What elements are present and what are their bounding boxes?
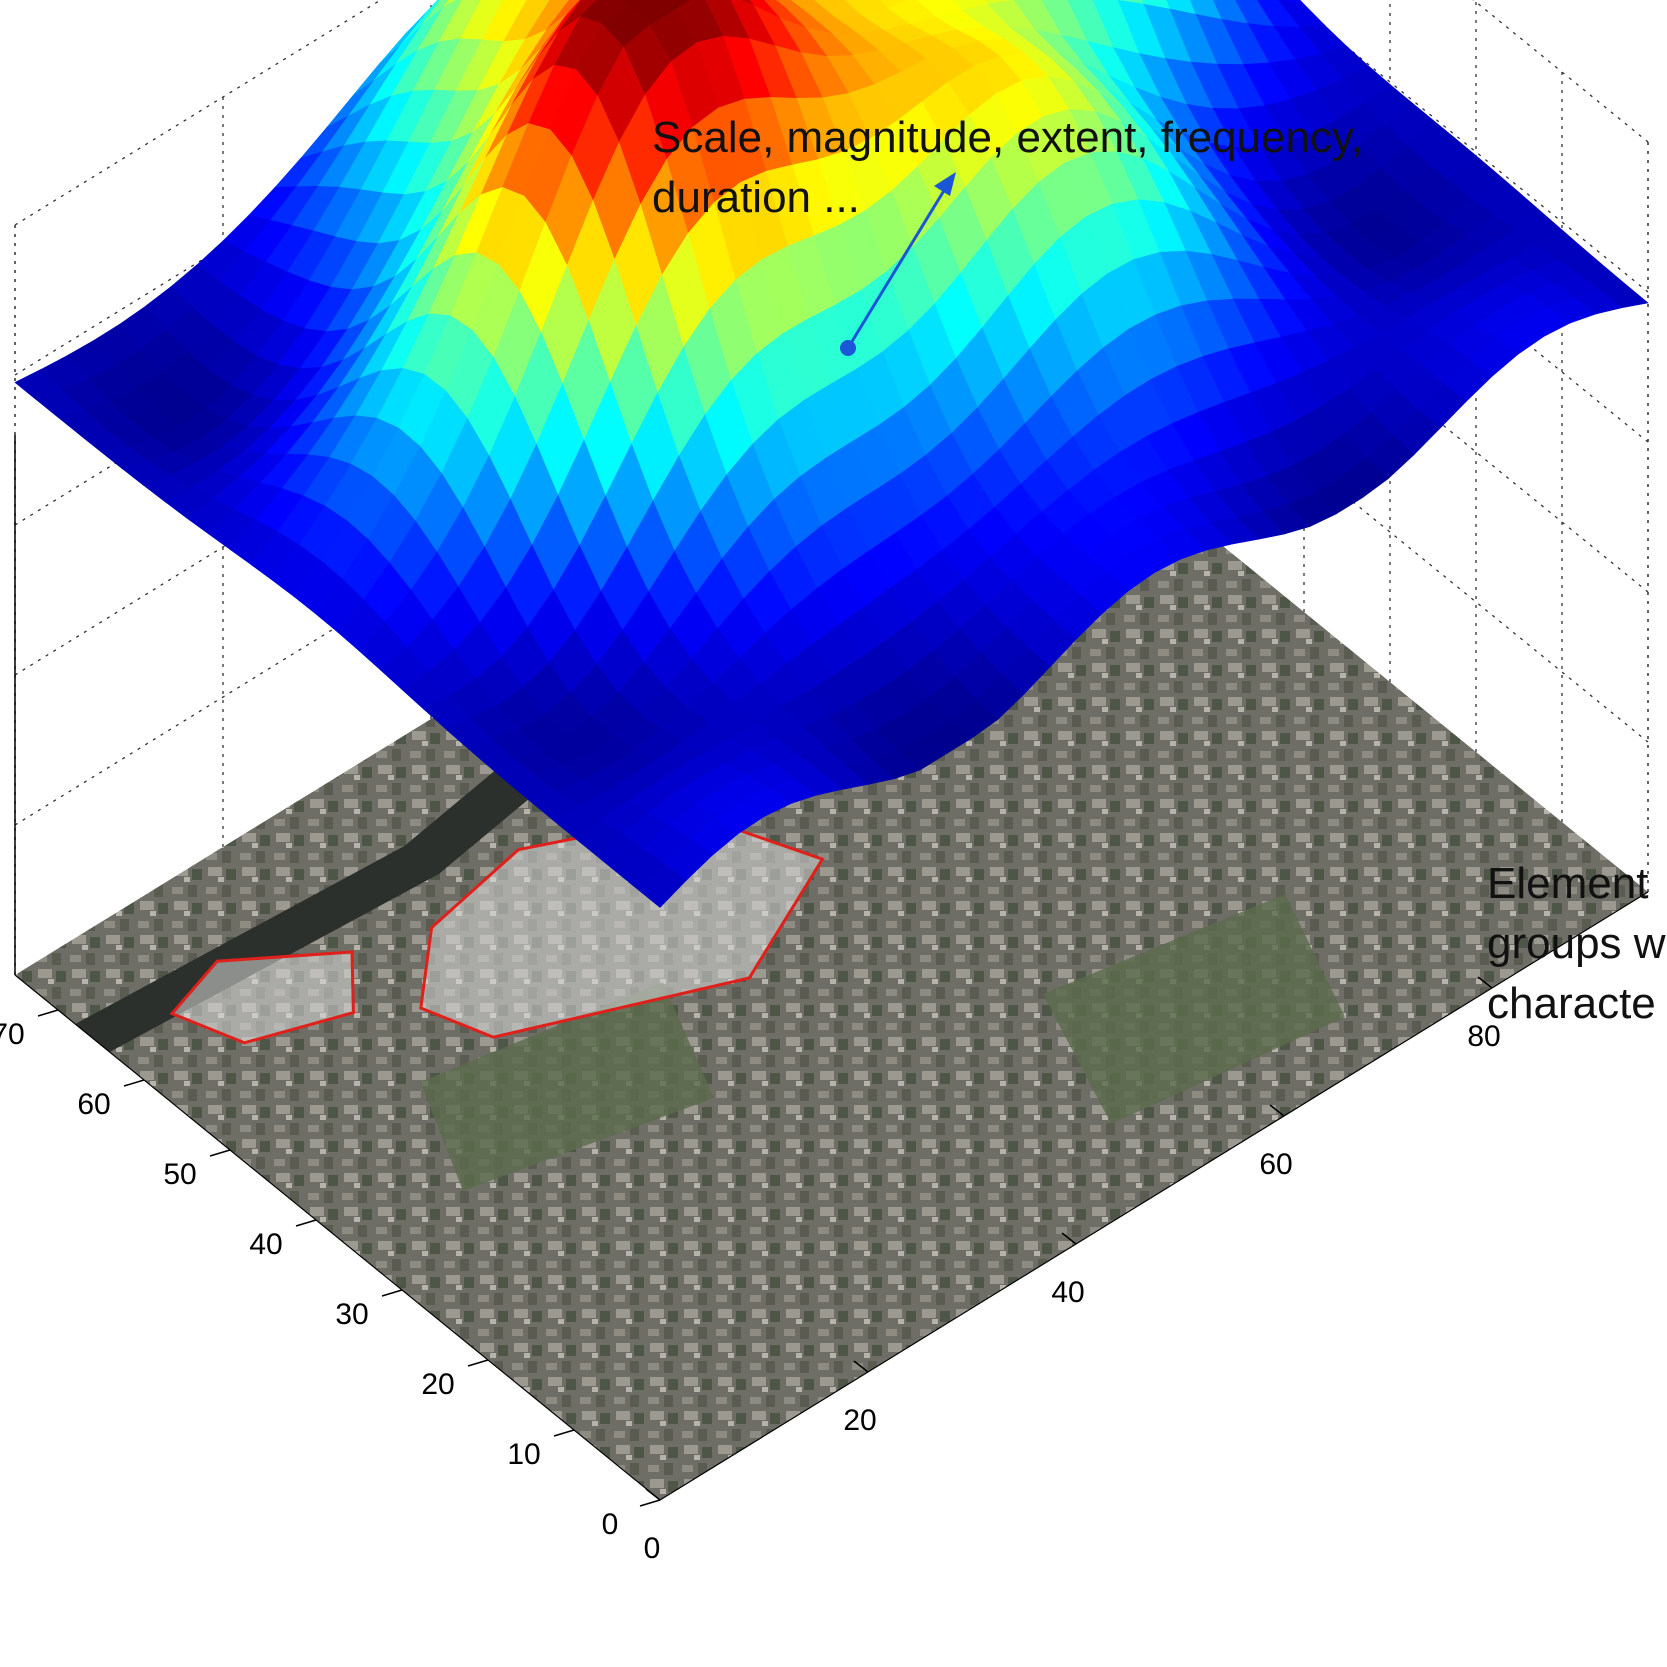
annotation-right-line-3: characte — [1487, 979, 1656, 1028]
y-tick-label: 70 — [0, 1018, 25, 1051]
annotation-right-line-2: groups w — [1487, 919, 1666, 968]
y-tick-label: 60 — [77, 1088, 110, 1121]
y-tick — [295, 1219, 317, 1227]
annotation-right-line-1: Element — [1487, 859, 1648, 908]
y-tick — [37, 1009, 59, 1017]
vegetation-patch — [1042, 894, 1345, 1124]
y-tick — [553, 1429, 575, 1437]
surface-patch — [663, 0, 692, 10]
annotation-top-line-2: duration ... — [652, 173, 860, 222]
surface-mesh — [14, 0, 1649, 908]
y-tick — [123, 1079, 145, 1087]
surface-patch — [638, 863, 687, 908]
annotation-top: Scale, magnitude, extent, frequency, dur… — [652, 113, 1363, 356]
y-axis-line — [14, 974, 661, 1501]
x-tick — [1477, 976, 1493, 989]
x-tick-label: 0 — [644, 1532, 661, 1565]
axis-ticks: 0 20 40 60 80 0 10 20 30 40 50 60 70 — [0, 891, 1649, 1565]
surface-patch — [617, 0, 642, 9]
annotation-arrow-line — [846, 183, 950, 349]
y-tick-label: 10 — [507, 1438, 540, 1471]
x-tick-label: 80 — [1467, 1020, 1500, 1053]
annotation-top-line-1: Scale, magnitude, extent, frequency, — [652, 113, 1363, 162]
x-tick-label: 20 — [843, 1404, 876, 1437]
x-axis-line — [659, 891, 1649, 1501]
y-tick-label: 50 — [163, 1158, 196, 1191]
y-tick — [467, 1359, 489, 1367]
x-tick — [853, 1360, 869, 1373]
x-tick — [1061, 1232, 1077, 1245]
y-tick-label: 40 — [249, 1228, 282, 1261]
x-tick-label: 40 — [1051, 1276, 1084, 1309]
x-tick — [1269, 1104, 1285, 1117]
y-tick-label: 0 — [602, 1508, 619, 1541]
y-tick — [381, 1289, 403, 1297]
x-tick-label: 60 — [1259, 1148, 1292, 1181]
y-tick-label: 30 — [335, 1298, 368, 1331]
y-tick — [639, 1499, 661, 1507]
annotation-anchor-dot — [840, 340, 856, 356]
y-tick — [209, 1149, 231, 1157]
annotation-right: Element groups w characte — [1487, 859, 1666, 1028]
annotation-arrow-head — [934, 172, 956, 196]
vegetation-patch — [420, 982, 714, 1191]
satellite-image — [15, 367, 1648, 1500]
settlement-boundary — [169, 950, 355, 1045]
axes-grid — [14, 0, 1649, 975]
y-tick-label: 20 — [421, 1368, 454, 1401]
